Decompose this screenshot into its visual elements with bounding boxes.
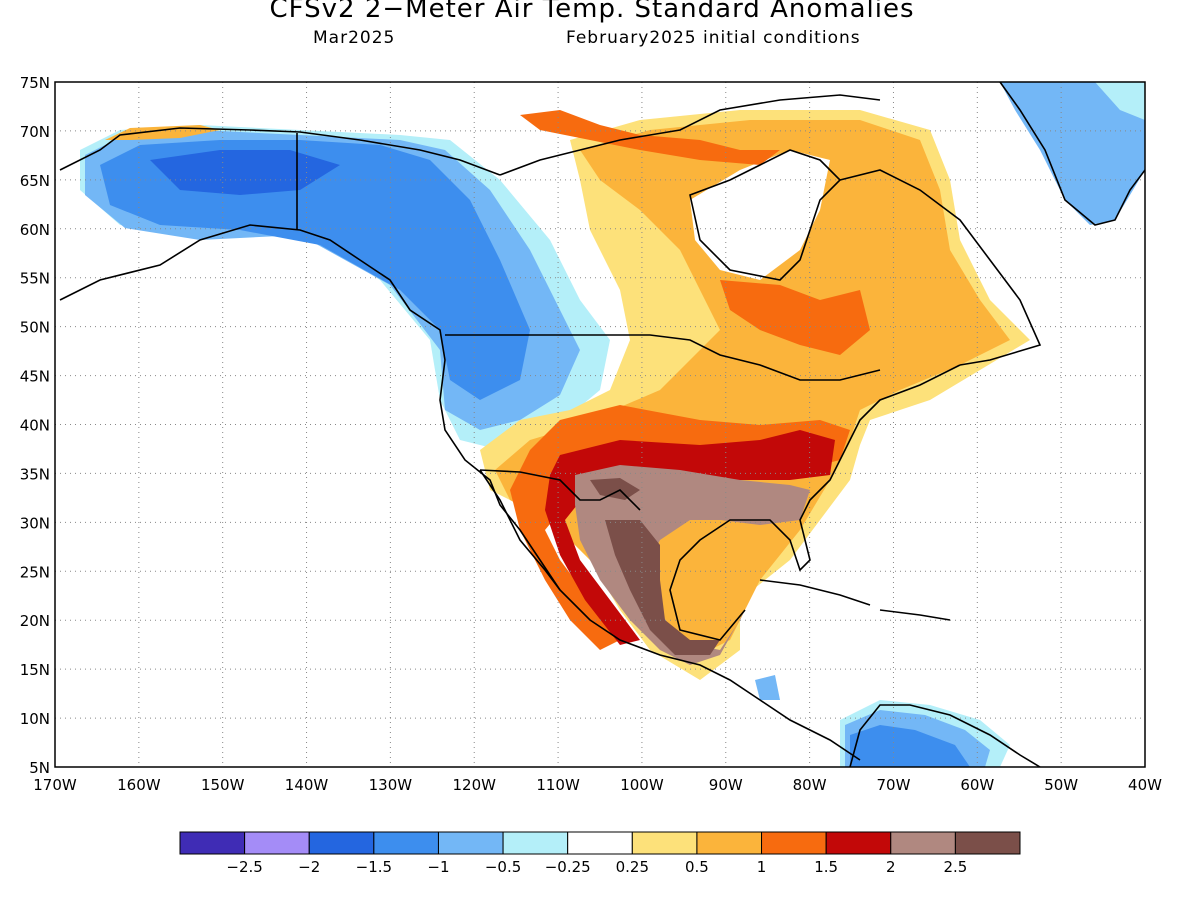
- colorbar-label: −2.5: [226, 858, 262, 876]
- shade-west-neg15: [100, 140, 530, 400]
- lat-label: 25N: [20, 563, 50, 581]
- lon-label: 170W: [33, 776, 77, 794]
- colorbar-label: −1: [427, 858, 449, 876]
- colorbar-swatch: [437, 831, 504, 855]
- lat-label: 65N: [20, 172, 50, 190]
- shade-greenland-neg1: [1000, 82, 1145, 225]
- shade-east-1: [720, 280, 870, 355]
- colorbar-swatch: [954, 831, 1021, 855]
- colorbar-label: −0.25: [545, 858, 591, 876]
- shade-south-2: [575, 465, 810, 665]
- lat-label: 35N: [20, 465, 50, 483]
- latitude-labels: 75N 70N 65N 60N 55N 50N 45N 40N 35N 30N 25N 20N 15N 1…: [20, 74, 50, 777]
- lat-label: 10N: [20, 710, 50, 728]
- shade-greenland-neg05: [1095, 82, 1145, 120]
- coast-east: [669, 364, 961, 641]
- lat-label: 5N: [29, 759, 50, 777]
- lon-label: 140W: [285, 776, 329, 794]
- colorbar-label: 2.5: [943, 858, 967, 876]
- lat-label: 50N: [20, 319, 50, 337]
- map-title: CFSv2 2−Meter Air Temp. Standard Anomali…: [269, 0, 915, 24]
- lon-label: 150W: [201, 776, 245, 794]
- border-us-mexico: [479, 469, 641, 511]
- lon-label: 90W: [709, 776, 743, 794]
- coast-south-america: [849, 704, 1041, 767]
- colorbar: [179, 831, 1021, 855]
- colorbar-swatch: [308, 831, 375, 855]
- colorbar-swatch: [244, 831, 310, 855]
- colorbar-label: 1.5: [814, 858, 838, 876]
- colorbar-swatch: [567, 831, 633, 855]
- colorbar-swatch: [373, 831, 439, 855]
- colorbar-swatch: [761, 831, 827, 855]
- lon-label: 70W: [877, 776, 911, 794]
- colorbar-swatch: [631, 831, 698, 855]
- colorbar-label: 2: [886, 858, 896, 876]
- shade-alaska-neg2: [150, 150, 340, 195]
- lat-label: 15N: [20, 661, 50, 679]
- lon-label: 110W: [536, 776, 580, 794]
- coast-cuba: [759, 579, 871, 606]
- lat-label: 70N: [20, 123, 50, 141]
- lon-label: 50W: [1044, 776, 1078, 794]
- lat-label: 55N: [20, 270, 50, 288]
- coast-hispaniola: [879, 609, 951, 621]
- coast-labrador: [839, 169, 1042, 366]
- coast-greenland: [999, 82, 1145, 226]
- lon-label: 160W: [117, 776, 161, 794]
- lon-label: 100W: [620, 776, 664, 794]
- colorbar-label: 0.25: [616, 858, 649, 876]
- colorbar-label: −2: [298, 858, 320, 876]
- colorbar-swatch: [696, 831, 763, 855]
- plot-frame: [54, 81, 1146, 768]
- coast-baja: [479, 469, 561, 591]
- lat-label: 30N: [20, 514, 50, 532]
- anomaly-shading: [80, 82, 1145, 767]
- lat-label: 75N: [20, 74, 50, 92]
- lon-label: 80W: [793, 776, 827, 794]
- lon-label: 120W: [452, 776, 496, 794]
- shade-sa-neg15: [850, 725, 970, 767]
- colorbar-label: −1.5: [356, 858, 392, 876]
- lat-label: 60N: [20, 221, 50, 239]
- shade-texas-25: [590, 478, 640, 500]
- colorbar-label: −0.5: [485, 858, 521, 876]
- lat-label: 45N: [20, 368, 50, 386]
- lat-label: 40N: [20, 417, 50, 435]
- colorbar-swatch: [890, 831, 956, 855]
- colorbar-swatch: [825, 831, 892, 855]
- coast-arctic: [499, 94, 881, 176]
- lon-label: 40W: [1128, 776, 1162, 794]
- colorbar-label: 0.5: [685, 858, 709, 876]
- longitude-labels: 170W 160W 150W 140W 130W 120W 110W 100W 90W 80W 70…: [33, 776, 1162, 794]
- lat-label: 20N: [20, 612, 50, 630]
- shade-arctic-1: [520, 110, 780, 165]
- colorbar-labels: −2.5 −2 −1.5 −1 −0.5 −0.25 0.25 0.5 1 1.5 2 2.5: [226, 858, 967, 876]
- colorbar-swatch: [179, 831, 246, 855]
- colorbar-label: 1: [757, 858, 767, 876]
- shade-mexico-25: [605, 520, 720, 655]
- lon-label: 130W: [369, 776, 413, 794]
- border-canada-us: [445, 334, 881, 381]
- graticule: [55, 82, 1145, 767]
- lon-label: 60W: [960, 776, 994, 794]
- init-conditions-label: February2025 initial conditions: [566, 28, 861, 48]
- coast-alaska-north: [59, 127, 501, 176]
- colorbar-swatch: [502, 831, 569, 855]
- valid-month-label: Mar2025: [313, 28, 396, 48]
- coast-hudson-bay: [689, 149, 842, 281]
- shade-carib-neg: [755, 675, 780, 700]
- coastlines: [59, 82, 1145, 767]
- coast-north-america: [59, 224, 861, 761]
